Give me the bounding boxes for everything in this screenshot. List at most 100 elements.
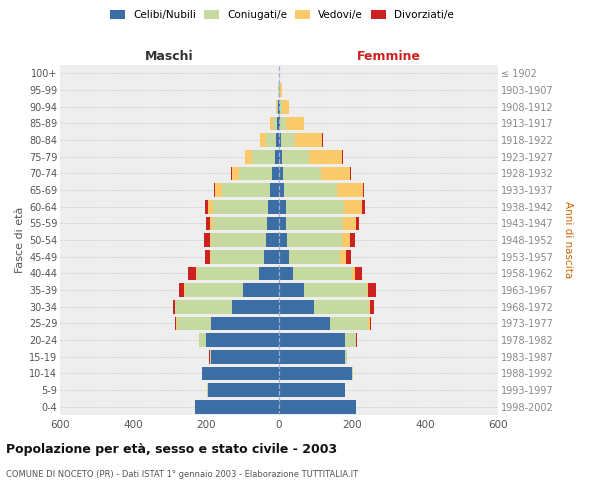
- Bar: [277, 100, 278, 114]
- Bar: [239, 166, 272, 180]
- Bar: [282, 150, 309, 164]
- Bar: [369, 300, 370, 314]
- Bar: [270, 116, 273, 130]
- Bar: [202, 366, 279, 380]
- Bar: [350, 166, 351, 180]
- Bar: [260, 133, 266, 147]
- Bar: [279, 183, 284, 197]
- Bar: [276, 133, 279, 147]
- Bar: [195, 400, 279, 413]
- Bar: [175, 316, 176, 330]
- Bar: [340, 250, 346, 264]
- Bar: [179, 283, 184, 297]
- Bar: [266, 233, 279, 247]
- Bar: [232, 300, 279, 314]
- Bar: [177, 316, 211, 330]
- Bar: [342, 233, 350, 247]
- Bar: [279, 250, 289, 264]
- Bar: [304, 283, 367, 297]
- Bar: [314, 300, 369, 314]
- Bar: [355, 266, 362, 280]
- Bar: [206, 216, 209, 230]
- Bar: [280, 83, 282, 97]
- Bar: [214, 183, 215, 197]
- Bar: [245, 150, 252, 164]
- Bar: [284, 183, 337, 197]
- Bar: [211, 250, 265, 264]
- Bar: [279, 116, 280, 130]
- Bar: [356, 216, 359, 230]
- Bar: [232, 166, 239, 180]
- Bar: [279, 400, 356, 413]
- Bar: [346, 250, 351, 264]
- Bar: [272, 166, 279, 180]
- Bar: [280, 100, 281, 114]
- Bar: [211, 316, 279, 330]
- Bar: [211, 350, 279, 364]
- Text: COMUNE DI NOCETO (PR) - Dati ISTAT 1° gennaio 2003 - Elaborazione TUTTITALIA.IT: COMUNE DI NOCETO (PR) - Dati ISTAT 1° ge…: [6, 470, 358, 479]
- Bar: [362, 200, 365, 213]
- Bar: [279, 133, 281, 147]
- Bar: [275, 150, 279, 164]
- Text: Maschi: Maschi: [145, 50, 194, 62]
- Bar: [287, 233, 342, 247]
- Bar: [209, 233, 211, 247]
- Bar: [286, 216, 343, 230]
- Bar: [279, 200, 286, 213]
- Bar: [270, 183, 279, 197]
- Bar: [289, 250, 340, 264]
- Bar: [322, 133, 323, 147]
- Bar: [206, 333, 279, 347]
- Bar: [268, 216, 279, 230]
- Y-axis label: Anni di nascita: Anni di nascita: [563, 202, 573, 278]
- Bar: [197, 266, 259, 280]
- Bar: [209, 216, 212, 230]
- Bar: [370, 316, 371, 330]
- Bar: [344, 350, 347, 364]
- Bar: [279, 150, 282, 164]
- Bar: [279, 316, 330, 330]
- Bar: [278, 100, 279, 114]
- Bar: [321, 166, 350, 180]
- Bar: [279, 166, 283, 180]
- Bar: [343, 216, 356, 230]
- Bar: [279, 100, 280, 114]
- Bar: [208, 200, 212, 213]
- Bar: [279, 233, 287, 247]
- Bar: [281, 100, 289, 114]
- Bar: [279, 333, 344, 347]
- Bar: [242, 283, 279, 297]
- Bar: [205, 200, 208, 213]
- Text: Popolazione per età, sesso e stato civile - 2003: Popolazione per età, sesso e stato civil…: [6, 442, 337, 456]
- Bar: [252, 150, 275, 164]
- Bar: [199, 333, 206, 347]
- Bar: [173, 300, 175, 314]
- Bar: [188, 266, 196, 280]
- Bar: [281, 133, 295, 147]
- Legend: Celibi/Nubili, Coniugati/e, Vedovi/e, Divorziati/e: Celibi/Nubili, Coniugati/e, Vedovi/e, Di…: [108, 8, 456, 22]
- Bar: [280, 116, 286, 130]
- Bar: [276, 100, 277, 114]
- Bar: [204, 233, 209, 247]
- Bar: [196, 266, 197, 280]
- Bar: [363, 183, 364, 197]
- Bar: [309, 150, 342, 164]
- Bar: [279, 300, 314, 314]
- Text: Femmine: Femmine: [356, 50, 421, 62]
- Y-axis label: Fasce di età: Fasce di età: [14, 207, 25, 273]
- Bar: [279, 283, 304, 297]
- Bar: [350, 233, 355, 247]
- Bar: [352, 266, 355, 280]
- Bar: [279, 216, 286, 230]
- Bar: [330, 316, 368, 330]
- Bar: [277, 116, 279, 130]
- Bar: [344, 333, 356, 347]
- Bar: [209, 350, 211, 364]
- Bar: [212, 216, 268, 230]
- Bar: [344, 200, 362, 213]
- Bar: [185, 283, 242, 297]
- Bar: [279, 383, 344, 397]
- Bar: [352, 366, 353, 380]
- Bar: [337, 183, 363, 197]
- Bar: [283, 166, 321, 180]
